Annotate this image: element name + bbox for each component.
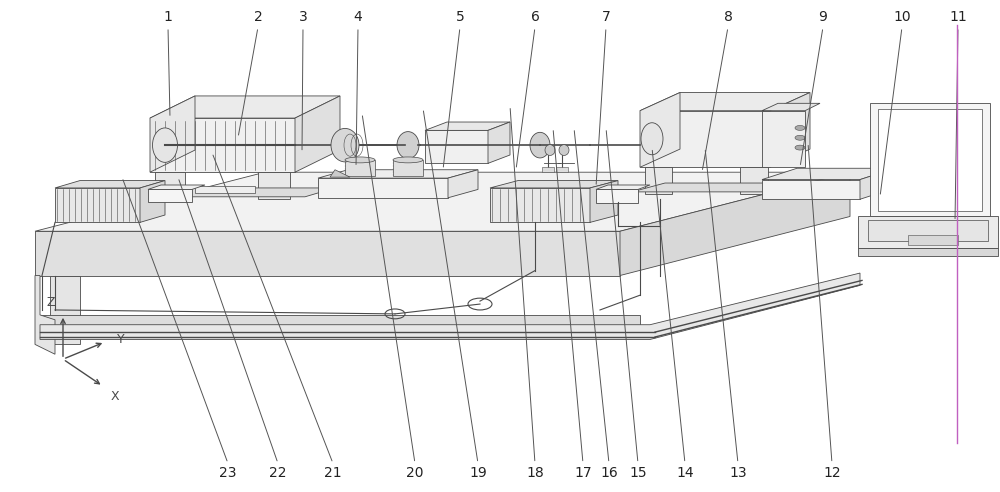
Text: 5: 5 [456,10,464,24]
Polygon shape [150,96,340,118]
Polygon shape [195,186,255,193]
Text: 20: 20 [406,466,424,480]
Polygon shape [55,188,140,222]
Polygon shape [640,92,680,167]
Text: 16: 16 [600,466,618,480]
Text: 18: 18 [526,466,544,480]
Bar [908,235,958,245]
Text: 22: 22 [269,466,287,480]
Ellipse shape [641,123,663,154]
Polygon shape [330,170,350,177]
Polygon shape [150,96,195,172]
Polygon shape [393,160,423,176]
Polygon shape [55,181,165,188]
Polygon shape [448,170,478,198]
Circle shape [795,125,805,130]
Text: 8: 8 [724,10,732,24]
Polygon shape [155,172,185,199]
Text: Z: Z [47,296,55,309]
Text: 2: 2 [254,10,262,24]
Text: 23: 23 [219,466,237,480]
Polygon shape [148,185,205,189]
Circle shape [795,145,805,150]
Polygon shape [425,130,488,163]
Polygon shape [596,189,638,203]
Text: 13: 13 [729,466,747,480]
Polygon shape [35,231,620,276]
Polygon shape [596,185,650,189]
Polygon shape [620,172,850,276]
Circle shape [795,135,805,140]
Text: 15: 15 [629,466,647,480]
Polygon shape [490,181,618,188]
Polygon shape [640,92,810,111]
Text: 6: 6 [531,10,539,24]
Polygon shape [258,172,290,199]
Polygon shape [640,111,770,167]
Polygon shape [632,183,815,192]
Polygon shape [140,188,335,197]
Ellipse shape [152,128,178,162]
Ellipse shape [559,145,569,155]
Text: 17: 17 [574,466,592,480]
Polygon shape [860,168,895,199]
Text: 4: 4 [354,10,362,24]
Polygon shape [295,96,340,172]
Polygon shape [878,109,982,211]
Polygon shape [762,180,860,199]
Polygon shape [318,170,478,178]
Text: 21: 21 [324,466,342,480]
Polygon shape [870,103,990,216]
Polygon shape [148,189,192,202]
Text: 3: 3 [299,10,307,24]
Text: 14: 14 [676,466,694,480]
Bar [556,167,568,172]
Ellipse shape [545,145,555,155]
Polygon shape [762,111,805,167]
Text: 19: 19 [469,466,487,480]
Ellipse shape [393,157,423,163]
Polygon shape [40,273,860,339]
Ellipse shape [345,157,375,163]
Polygon shape [345,160,375,176]
Polygon shape [50,276,80,344]
Polygon shape [490,188,590,222]
Text: Y: Y [117,333,125,346]
Polygon shape [858,248,998,256]
Polygon shape [762,168,895,180]
Polygon shape [858,216,998,248]
Polygon shape [740,167,768,194]
Polygon shape [35,276,55,354]
Polygon shape [140,181,165,222]
Polygon shape [150,118,295,172]
Polygon shape [425,122,510,130]
Polygon shape [488,122,510,163]
Text: 9: 9 [819,10,827,24]
Text: 1: 1 [164,10,172,24]
Text: X: X [111,390,120,403]
Ellipse shape [530,132,550,158]
Polygon shape [40,315,640,325]
Bar [542,167,554,172]
Polygon shape [590,181,618,222]
Text: 10: 10 [893,10,911,24]
Text: 12: 12 [823,466,841,480]
Polygon shape [645,167,672,194]
Polygon shape [35,172,850,231]
Ellipse shape [331,128,359,162]
Polygon shape [770,92,810,167]
Polygon shape [318,178,448,198]
Polygon shape [762,103,820,111]
Text: 7: 7 [602,10,610,24]
Text: 11: 11 [949,10,967,24]
Ellipse shape [397,132,419,158]
Polygon shape [868,220,988,241]
